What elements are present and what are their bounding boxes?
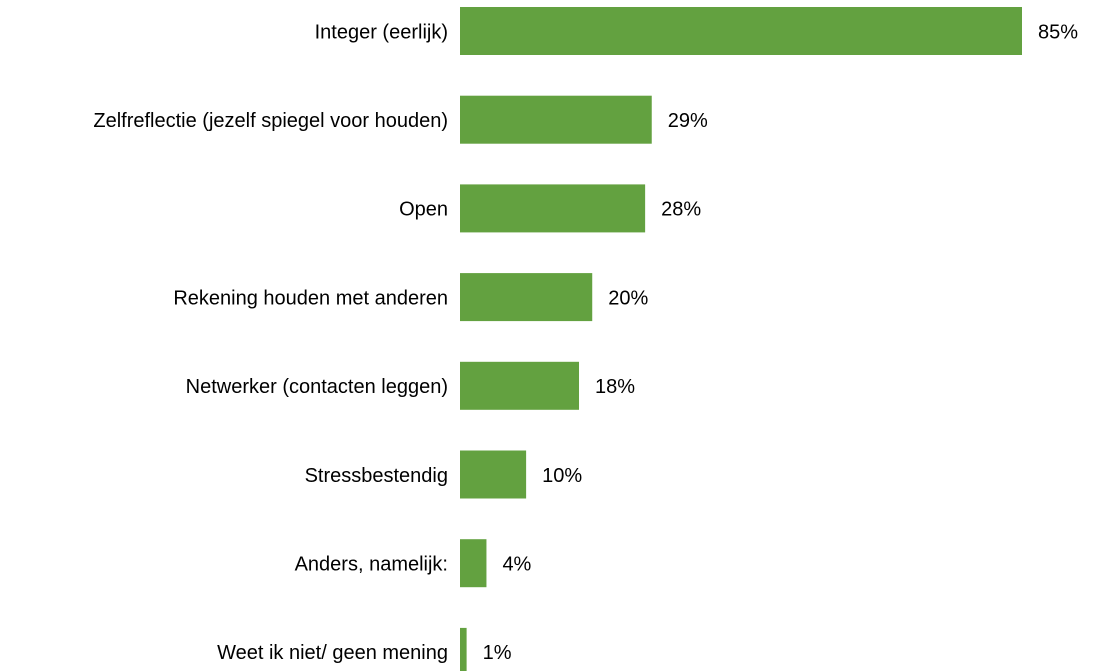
value-label: 4%	[502, 553, 531, 575]
value-label: 1%	[483, 642, 512, 664]
bar	[460, 627, 467, 671]
value-label: 28%	[661, 199, 701, 221]
value-label: 85%	[1038, 21, 1078, 43]
category-label: Integer (eerlijk)	[315, 21, 448, 43]
category-label: Stressbestendig	[305, 465, 448, 487]
bar	[460, 95, 652, 144]
value-label: 18%	[595, 376, 635, 398]
category-label: Netwerker (contacten leggen)	[186, 376, 448, 398]
bar	[460, 361, 580, 410]
category-label: Anders, namelijk:	[295, 553, 448, 575]
bar	[460, 450, 527, 499]
bar	[460, 7, 1022, 55]
bar	[460, 539, 487, 588]
value-label: 10%	[542, 465, 582, 487]
bar	[460, 184, 646, 233]
value-label: 20%	[608, 287, 648, 309]
bar	[460, 273, 593, 322]
category-label: Zelfreflectie (jezelf spiegel voor houde…	[93, 110, 448, 132]
category-label: Open	[399, 199, 448, 221]
category-label: Weet ik niet/ geen mening	[217, 642, 448, 664]
value-label: 29%	[668, 110, 708, 132]
category-label: Rekening houden met anderen	[173, 287, 448, 309]
